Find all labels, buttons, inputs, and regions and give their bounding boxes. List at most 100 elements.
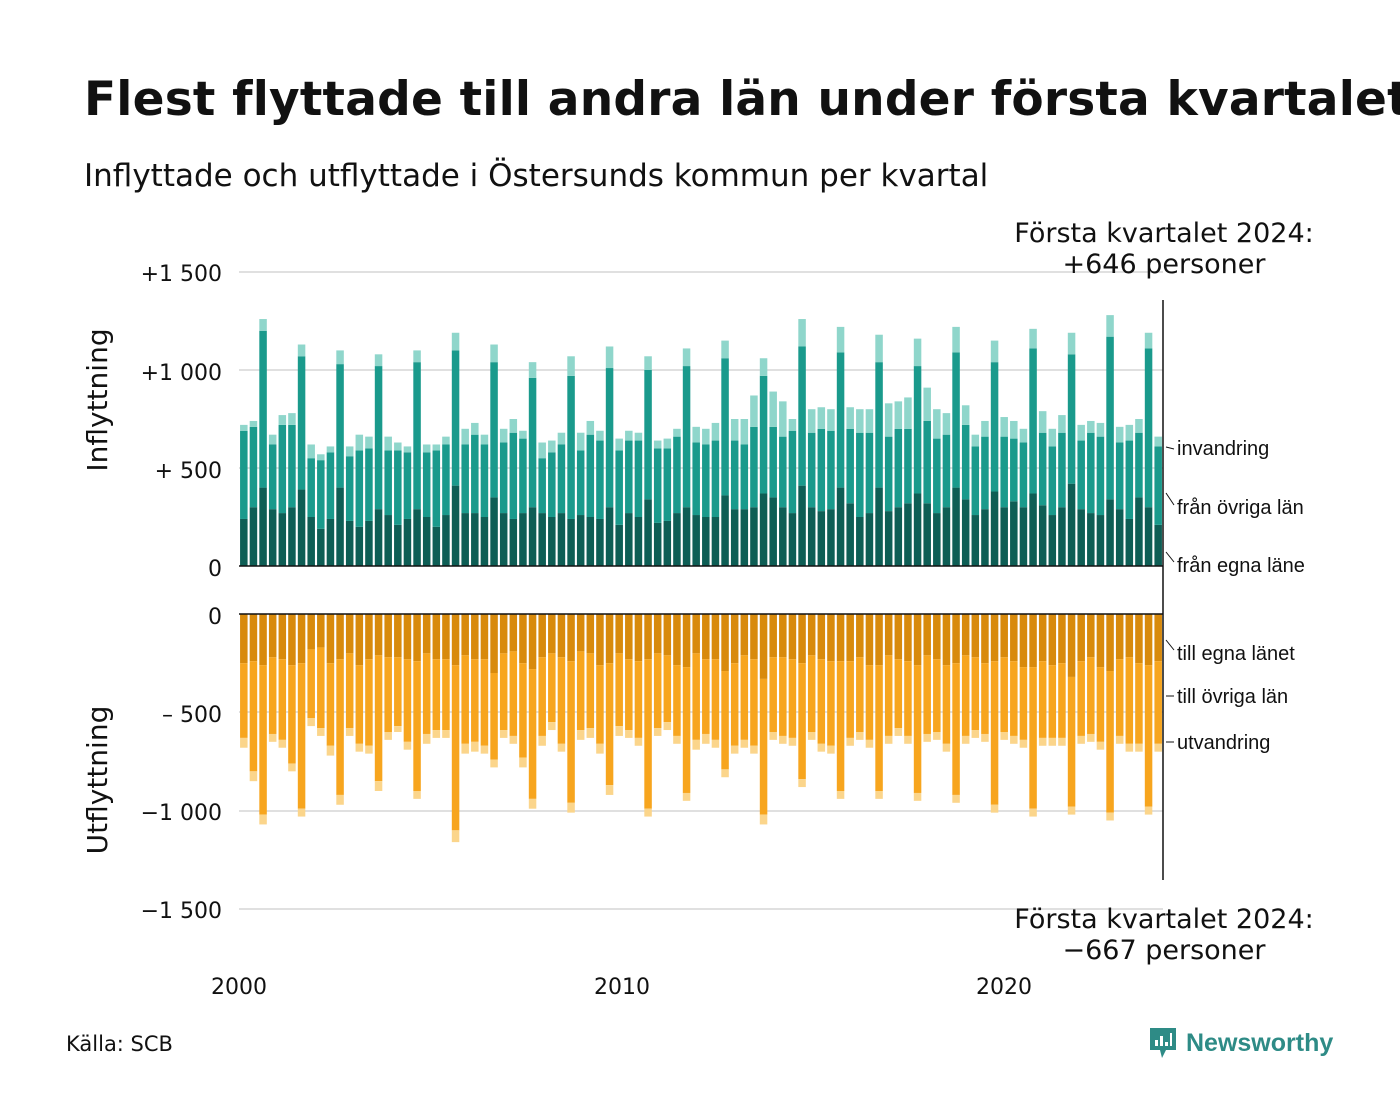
bar-out-s1-q86 [1067,676,1076,807]
bar-out-s1-q90 [1106,671,1114,813]
y-axis-title-outflow: Utflyttning [81,706,114,855]
bar-in-s1-q19 [422,452,431,517]
bar-out-s2-q51 [730,745,739,754]
bar-in-s1-q42 [644,370,652,500]
bar-out-s2-q74 [952,794,960,803]
bar-in-s1-q46 [682,366,691,508]
bar-out-s0-q87 [1077,614,1085,662]
bar-in-s2-q5 [288,413,296,425]
bar-in-s1-q60 [817,428,826,512]
bar-in-s1-q17 [403,452,412,519]
bar-out-s2-q49 [711,739,720,748]
bar-out-s0-q24 [471,614,479,660]
ytick-bottom-0: 0 [208,605,222,630]
bar-in-s0-q77 [981,509,989,566]
bar-in-s1-q20 [432,450,441,527]
bar-in-s0-q51 [730,509,739,566]
bar-in-s1-q8 [317,460,325,529]
bar-out-s1-q33 [557,657,566,744]
bar-in-s0-q83 [1038,505,1047,566]
bar-in-s0-q10 [336,487,344,566]
bar-in-s1-q29 [519,438,527,514]
bar-in-s1-q16 [394,450,402,525]
bar-in-s0-q53 [750,507,758,566]
xtick-2020: 2020 [976,975,1032,1000]
bar-in-s0-q72 [933,513,941,566]
bar-in-s2-q76 [971,434,980,447]
gridlines [239,271,1163,910]
bar-in-s2-q2 [259,319,267,331]
bar-in-s2-q18 [413,350,421,363]
bar-in-s0-q8 [317,528,325,566]
bar-out-s2-q26 [490,759,498,768]
bar-in-s2-q54 [759,358,768,376]
bar-out-s2-q45 [673,735,681,744]
bar-out-s2-q48 [702,733,710,744]
bar-out-s1-q0 [240,663,248,738]
bar-out-s2-q21 [442,730,450,738]
bar-out-s1-q43 [653,653,662,729]
bar-in-s2-q41 [634,432,643,441]
bar-in-s2-q8 [317,454,325,461]
bar-in-s1-q5 [288,424,296,508]
bar-in-s1-q15 [384,450,392,516]
bar-out-s2-q9 [326,745,335,756]
bar-in-s1-q52 [740,444,749,510]
bar-out-s0-q5 [288,614,296,666]
bar-in-s1-q64 [856,432,864,517]
bar-in-s1-q30 [528,377,537,508]
bar-in-s0-q40 [625,513,633,566]
bar-in-s1-q31 [538,458,546,514]
bar-in-s1-q18 [413,362,421,510]
bar-out-s1-q1 [249,661,258,772]
callout-bottom-line2: −667 personer [1062,935,1266,966]
bar-in-s0-q39 [615,524,623,566]
bar-in-s0-q73 [942,507,951,566]
bar-in-s0-q94 [1144,507,1153,566]
bar-out-s2-q76 [971,730,980,738]
bar-out-s1-q63 [846,661,854,738]
bar-out-s1-q2 [259,665,267,815]
bar-in-s1-q61 [827,430,835,510]
bar-out-s1-q45 [673,665,681,736]
bar-in-s0-q12 [355,526,364,566]
bar-out-s0-q25 [480,614,489,660]
bar-in-s2-q82 [1029,328,1037,349]
bar-in-s1-q2 [259,330,267,488]
bar-out-s0-q90 [1106,614,1114,672]
bar-in-s1-q58 [798,346,806,486]
bar-in-s2-q59 [807,409,816,433]
bar-out-s2-q80 [1010,735,1018,744]
bar-in-s2-q70 [913,338,922,367]
bar-out-s1-q36 [586,653,595,729]
bar-in-s0-q34 [567,518,575,566]
bar-out-s2-q92 [1125,743,1134,752]
bar-in-s2-q26 [490,344,498,363]
bar-out-s0-q80 [1010,614,1018,662]
bar-out-s2-q42 [644,808,652,817]
bar-out-s2-q43 [653,728,662,736]
bar-in-s2-q78 [990,340,999,363]
bar-out-s1-q23 [461,655,469,744]
bar-out-s1-q4 [278,659,287,740]
bar-out-s1-q76 [971,657,980,731]
bar-in-s2-q10 [336,350,344,365]
bar-out-s2-q88 [1087,733,1095,742]
bar-in-s1-q80 [1010,438,1018,502]
bar-out-s0-q69 [904,614,912,662]
bar-out-s2-q63 [846,737,854,746]
bar-out-s2-q93 [1135,743,1143,752]
bar-in-s1-q85 [1058,432,1066,508]
bar-in-s1-q68 [894,428,903,508]
bar-in-s0-q25 [480,517,489,566]
bar-out-s1-q68 [894,659,903,729]
bar-out-s0-q62 [836,614,845,662]
bar-out-s0-q0 [240,614,248,664]
bar-in-s0-q3 [268,509,277,566]
brand-logo: Newsworthy [1148,1026,1333,1060]
bar-in-s2-q62 [836,326,845,353]
bar-in-s1-q35 [576,450,585,516]
bar-out-s2-q25 [480,745,489,754]
bar-out-s0-q56 [779,614,787,658]
bar-out-s1-q64 [856,657,864,732]
